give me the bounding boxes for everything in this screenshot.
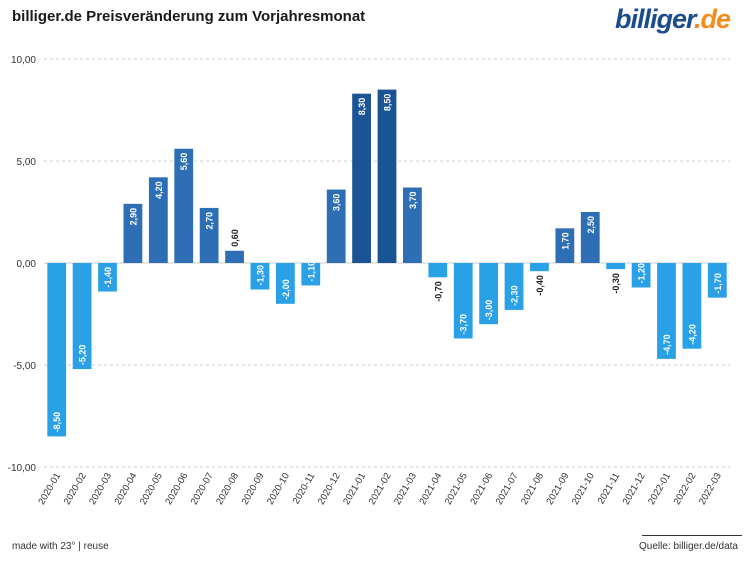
data-label: 3,60 (332, 194, 342, 212)
x-tick-label: 2021-03 (392, 471, 419, 507)
bar (631, 263, 651, 288)
x-tick-label: 2022-03 (697, 471, 724, 507)
data-label: -4,20 (687, 324, 697, 345)
data-label: -4,70 (662, 334, 672, 355)
footer-source: Quelle: billiger.de/data (639, 541, 738, 552)
data-label: -2,00 (281, 279, 291, 300)
data-label: -0,30 (611, 273, 621, 294)
data-label: -3,70 (459, 314, 469, 335)
bar (148, 177, 168, 263)
bar (555, 228, 575, 263)
x-tick-label: 2021-11 (596, 471, 623, 506)
data-label: 8,50 (383, 94, 393, 112)
x-tick-label: 2020-09 (240, 471, 267, 507)
x-tick-label: 2021-12 (621, 471, 648, 507)
bar (606, 263, 626, 270)
data-label: -2,30 (510, 285, 520, 306)
data-label: 0,60 (230, 229, 240, 247)
data-label: 2,90 (128, 208, 138, 226)
data-label: -3,00 (484, 300, 494, 321)
bar (275, 263, 295, 304)
data-label: -1,20 (637, 263, 647, 284)
x-tick-label: 2020-02 (62, 471, 89, 507)
data-label: -1,30 (255, 265, 265, 286)
bar (225, 250, 244, 263)
bar (504, 263, 524, 310)
bar (98, 263, 117, 292)
bar (250, 263, 270, 290)
bar (199, 207, 219, 263)
data-label: -8,50 (52, 412, 62, 433)
data-label: 1,70 (560, 232, 570, 250)
y-tick-label: 5,00 (17, 157, 37, 168)
data-label: -1,40 (103, 267, 113, 288)
bar (657, 263, 676, 359)
data-label: 3,70 (408, 192, 418, 210)
x-tick-label: 2020-11 (291, 471, 318, 506)
x-tick-label: 2021-01 (341, 471, 368, 507)
x-tick-label: 2020-06 (163, 471, 190, 507)
bar (174, 148, 194, 263)
footer-made-with[interactable]: made with 23° | reuse (12, 541, 109, 552)
bar (72, 263, 92, 370)
bar (453, 263, 473, 339)
bar-chart: 10,00 5,00 0,00 -5,00 -10,00 -8,50 2020-01 -5,2… (8, 55, 730, 507)
data-label: -5,20 (78, 345, 88, 366)
bar (707, 263, 727, 298)
x-tick-label: 2020-05 (138, 471, 165, 507)
data-label: -1,70 (713, 273, 723, 294)
bar (377, 89, 397, 263)
data-label: 8,30 (357, 98, 367, 116)
x-tick-label: 2021-07 (494, 471, 521, 507)
data-label: -0,40 (535, 275, 545, 296)
x-tick-label: 2020-12 (316, 471, 343, 507)
x-tick-label: 2021-04 (417, 471, 444, 507)
x-tick-label: 2021-08 (519, 471, 546, 507)
data-label: -1,10 (306, 261, 316, 282)
x-tick-label: 2021-02 (367, 471, 394, 507)
bar (428, 263, 448, 278)
x-tick-label: 2020-01 (36, 471, 63, 507)
y-tick-label: -5,00 (13, 361, 36, 372)
x-tick-label: 2021-05 (443, 471, 470, 507)
x-tick-label: 2020-04 (113, 471, 140, 507)
x-tick-label: 2021-09 (544, 471, 571, 507)
data-label: 5,60 (179, 153, 189, 171)
x-tick-label: 2022-02 (672, 471, 699, 507)
x-tick-label: 2020-10 (265, 471, 292, 507)
footer-divider (642, 535, 742, 536)
bar (682, 263, 702, 349)
x-tick-label: 2020-07 (189, 471, 216, 507)
data-label: 2,70 (205, 212, 215, 230)
x-tick-label: 2021-10 (570, 471, 597, 507)
bar (301, 263, 321, 286)
y-tick-label: 10,00 (11, 55, 36, 66)
y-tick-label: 0,00 (17, 259, 37, 270)
x-tick-label: 2021-06 (468, 471, 495, 507)
bar (580, 212, 600, 263)
x-tick-label: 2022-01 (646, 471, 673, 507)
y-tick-label: -10,00 (8, 463, 37, 474)
x-tick-label: 2020-08 (214, 471, 241, 507)
bar (123, 203, 143, 263)
bar (530, 263, 549, 272)
bar (479, 263, 499, 325)
data-label: 2,50 (586, 216, 596, 234)
bar (326, 189, 346, 263)
chart-title: billiger.de Preisveränderung zum Vorjahr… (12, 8, 366, 25)
bar (352, 93, 371, 264)
data-label: -0,70 (433, 281, 443, 302)
x-tick-label: 2020-03 (87, 471, 114, 507)
billiger-logo: billiger.de (614, 4, 731, 34)
bar (47, 263, 67, 437)
data-label: 4,20 (154, 181, 164, 199)
bar (403, 187, 422, 263)
